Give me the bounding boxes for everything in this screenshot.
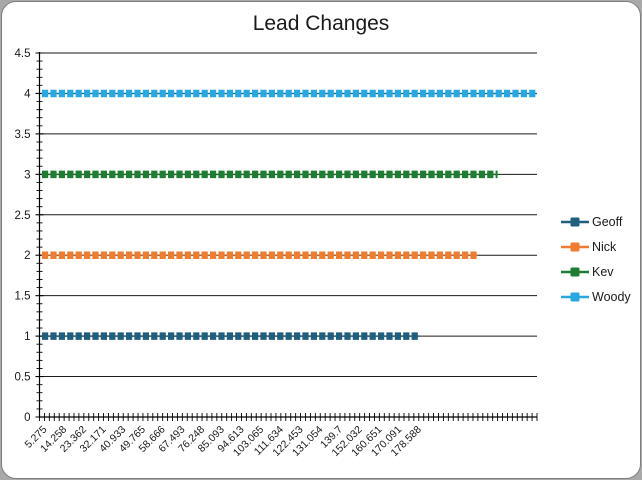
legend-marker-icon <box>561 267 589 277</box>
svg-text:0.5: 0.5 <box>15 372 31 384</box>
svg-text:1.5: 1.5 <box>15 291 31 303</box>
legend-marker-icon <box>561 242 589 252</box>
legend-label: Geoff <box>592 215 623 229</box>
svg-text:2.5: 2.5 <box>15 210 31 222</box>
svg-text:1: 1 <box>24 331 30 343</box>
gridlines <box>39 52 537 418</box>
svg-text:0: 0 <box>24 412 30 424</box>
legend-marker-icon <box>561 217 589 227</box>
svg-text:2: 2 <box>24 250 30 262</box>
y-axis: 0 0.5 1 1.5 2 2.5 3 3.5 4 4.5 <box>15 48 44 424</box>
x-axis: 5.27514.25823.36232.17140.93349.76558.66… <box>22 413 538 459</box>
chart-title: Lead Changes <box>252 12 390 35</box>
legend-label: Kev <box>592 265 614 279</box>
legend-item-woody: Woody <box>560 289 631 305</box>
svg-text:3.5: 3.5 <box>15 129 31 141</box>
legend-item-kev: Kev <box>560 264 631 280</box>
svg-text:4.5: 4.5 <box>15 48 31 60</box>
svg-text:3: 3 <box>24 169 30 181</box>
legend-item-geoff: Geoff <box>560 214 631 230</box>
legend-item-nick: Nick <box>560 239 631 255</box>
legend: Geoff Nick Kev Woody <box>560 214 631 305</box>
legend-marker-icon <box>561 292 589 302</box>
legend-label: Woody <box>592 290 631 304</box>
svg-text:4: 4 <box>24 88 31 100</box>
legend-label: Nick <box>592 240 617 254</box>
